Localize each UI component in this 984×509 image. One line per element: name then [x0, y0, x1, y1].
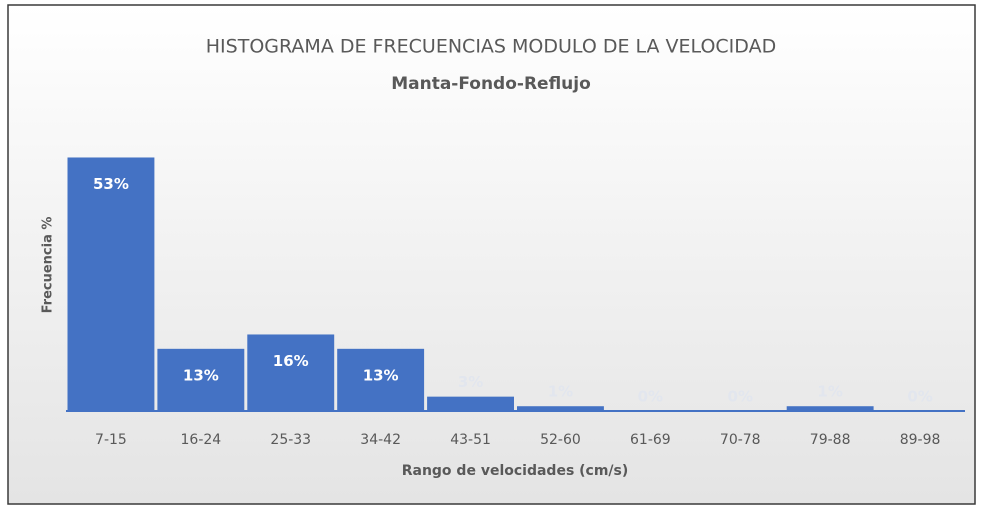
- bar: [157, 348, 245, 411]
- data-label: 1%: [817, 383, 842, 401]
- data-label: 0%: [728, 388, 753, 406]
- data-label: 13%: [183, 366, 219, 384]
- x-tick-label: 34-42: [360, 432, 401, 448]
- x-tick-label: 52-60: [540, 432, 581, 448]
- bar: [786, 406, 874, 411]
- x-axis-title: Rango de velocidades (cm/s): [402, 463, 629, 479]
- x-tick-label: 25-33: [270, 432, 311, 448]
- x-tick-label: 79-88: [810, 432, 851, 448]
- x-tick-label: 43-51: [450, 432, 491, 448]
- x-tick-label: 61-69: [630, 432, 671, 448]
- bar: [337, 348, 425, 411]
- data-label: 0%: [907, 388, 932, 406]
- data-label: 13%: [363, 366, 399, 384]
- bar: [247, 334, 335, 411]
- x-tick-label: 16-24: [181, 432, 222, 448]
- chart-subtitle: Manta-Fondo-Reflujo: [391, 74, 591, 94]
- x-tick-label: 70-78: [720, 432, 761, 448]
- data-label: 16%: [273, 352, 309, 370]
- x-tick-label: 7-15: [95, 432, 127, 448]
- data-label: 3%: [458, 373, 483, 391]
- data-label: 0%: [638, 388, 663, 406]
- chart-title: HISTOGRAMA DE FRECUENCIAS MODULO DE LA V…: [206, 36, 776, 58]
- chart-frame: [7, 4, 976, 505]
- x-tick-label: 89-98: [900, 432, 941, 448]
- y-axis-title: Frecuencia %: [41, 217, 56, 314]
- data-label: 1%: [548, 383, 573, 401]
- data-label: 53%: [93, 175, 129, 193]
- bar: [427, 396, 514, 411]
- bar: [67, 157, 155, 411]
- bar: [517, 406, 604, 411]
